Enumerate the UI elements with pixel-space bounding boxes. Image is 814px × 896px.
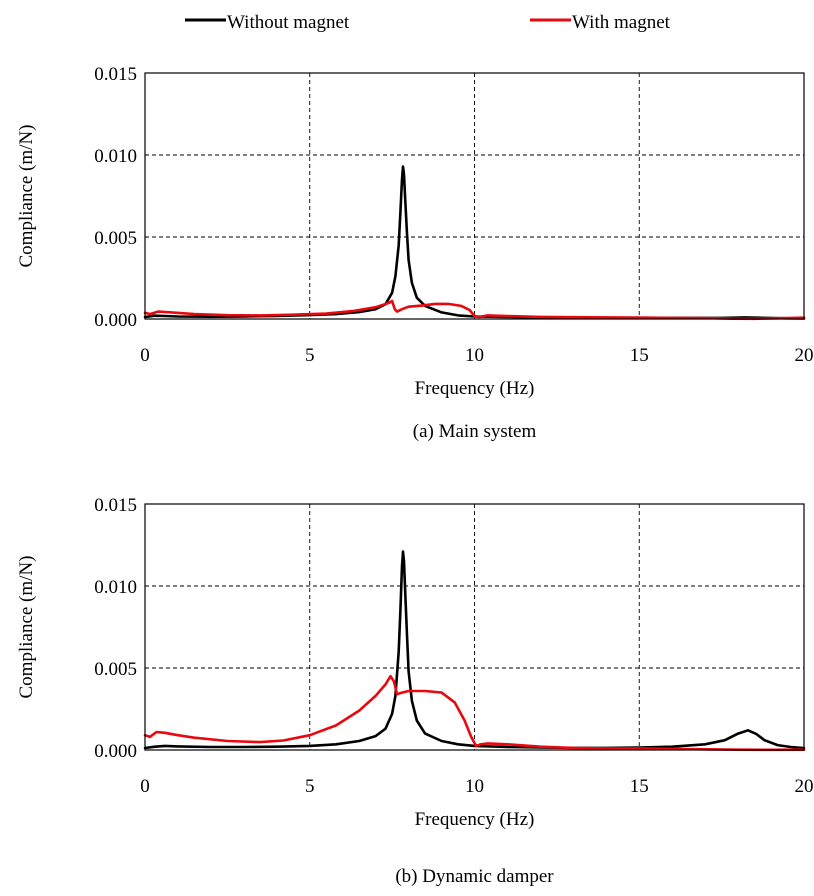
y-tick-label: 0.005 (94, 659, 137, 680)
y-axis-label: Compliance (m/N) (16, 125, 37, 268)
x-tick-label: 10 (465, 345, 484, 366)
series-group (143, 550, 806, 752)
x-axis-label: Frequency (Hz) (415, 809, 535, 830)
x-tick-labels: 0 5 10 15 20 (140, 776, 813, 797)
x-tick-label: 10 (465, 776, 484, 797)
grid-lines (145, 73, 804, 319)
y-axis-label: Compliance (m/N) (16, 556, 37, 699)
grid-lines (145, 504, 804, 750)
legend-label-without-magnet: Without magnet (227, 12, 350, 33)
x-axis-label: Frequency (Hz) (415, 378, 535, 399)
legend-label-with-magnet: With magnet (572, 12, 671, 33)
legend: Without magnet With magnet (185, 12, 671, 33)
y-tick-labels: 0.000 0.005 0.010 0.015 (94, 495, 137, 762)
x-tick-labels: 0 5 10 15 20 (140, 345, 813, 366)
panel-caption: (b) Dynamic damper (395, 866, 554, 887)
x-tick-label: 0 (140, 776, 150, 797)
x-tick-label: 15 (630, 345, 649, 366)
y-tick-label: 0.015 (94, 64, 137, 85)
x-tick-label: 20 (795, 776, 814, 797)
x-tick-label: 5 (305, 345, 315, 366)
x-tick-label: 15 (630, 776, 649, 797)
x-tick-label: 20 (795, 345, 814, 366)
chart-panel-main-system: 0.000 0.005 0.010 0.015 0 5 10 15 20 Compliance… (16, 64, 814, 442)
x-tick-label: 0 (140, 345, 150, 366)
y-tick-label: 0.005 (94, 228, 137, 249)
series-line-with-magnet (143, 674, 806, 752)
plot-area-frame (144, 503, 805, 751)
x-tick-label: 5 (305, 776, 315, 797)
y-tick-label: 0.015 (94, 495, 137, 516)
y-tick-labels: 0.000 0.005 0.010 0.015 (94, 64, 137, 331)
series-group (143, 165, 806, 321)
panel-caption: (a) Main system (413, 421, 537, 442)
series-line-with-magnet (143, 299, 806, 321)
y-tick-label: 0.000 (94, 310, 137, 331)
y-tick-label: 0.010 (94, 577, 137, 598)
chart-panel-dynamic-damper: 0.000 0.005 0.010 0.015 0 5 10 15 20 Compliance… (16, 495, 814, 887)
y-tick-label: 0.000 (94, 741, 137, 762)
y-tick-label: 0.010 (94, 146, 137, 167)
plot-area-frame (144, 72, 805, 320)
series-line-without-magnet (143, 550, 806, 750)
